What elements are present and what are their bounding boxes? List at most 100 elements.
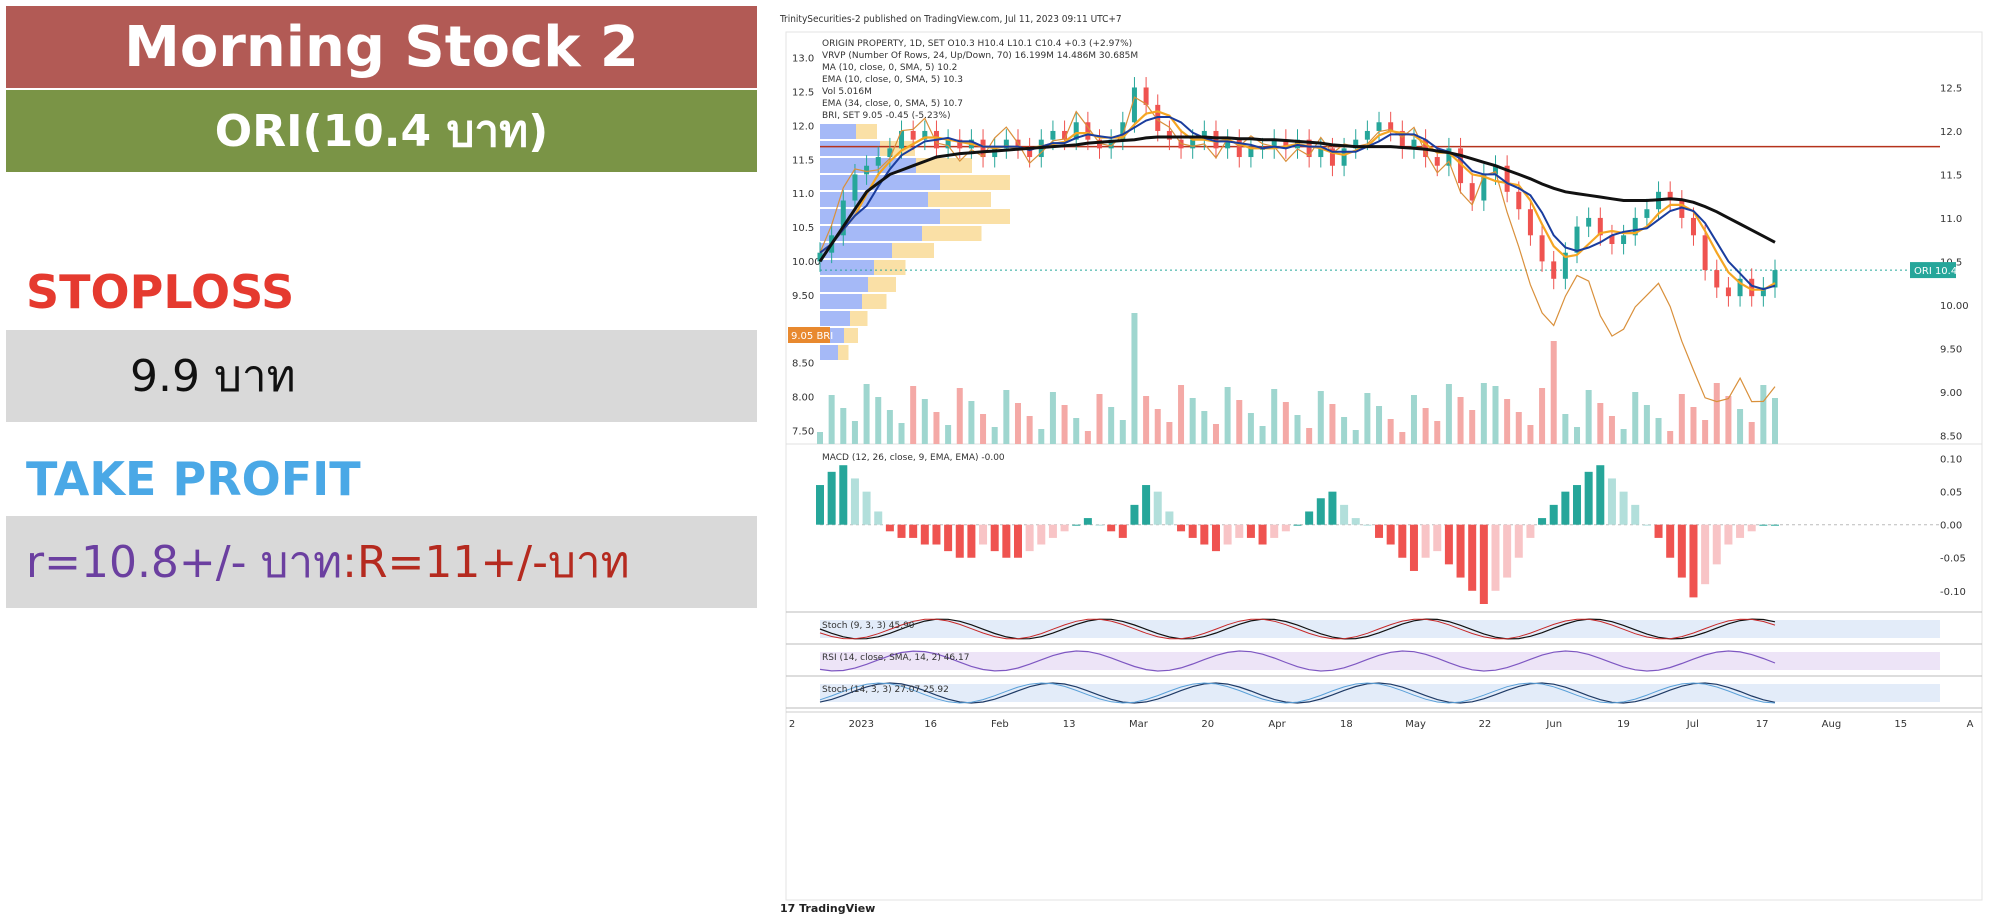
volume-bar (886, 410, 893, 444)
candle-body (1201, 130, 1207, 140)
macd-bar (1666, 524, 1675, 558)
x-axis-tick: May (1405, 719, 1426, 730)
right-axis-tick: 11.0 (1940, 214, 1962, 225)
oscillator-band (820, 652, 1940, 670)
x-axis-tick: 2 (789, 719, 795, 730)
volume-bar (1201, 411, 1208, 444)
candle-body (1353, 139, 1359, 149)
volume-bar (1317, 391, 1324, 444)
chart-svg[interactable]: 12.5 12.0 11.5 11.0 10.5 10.00 9.50 9.00 8.50 13.… (780, 24, 1990, 914)
candle-body (899, 130, 905, 149)
candle-body (945, 139, 951, 149)
candle-body (1213, 130, 1219, 149)
macd-bar (1293, 524, 1302, 526)
volume-bar (1399, 432, 1406, 444)
stoploss-value: 9.9 บาท (130, 351, 296, 402)
macd-bar (1281, 524, 1290, 532)
candle-body (910, 130, 916, 140)
volume-bar (1387, 419, 1394, 444)
volume-bar (1422, 408, 1429, 444)
macd-bar (1701, 524, 1710, 585)
candle-body (1388, 122, 1394, 131)
macd-bar (839, 465, 848, 525)
macd-bar (1072, 524, 1081, 526)
macd-bar (1130, 504, 1139, 525)
macd-bar (1503, 524, 1512, 578)
x-axis-tick: 2023 (849, 719, 874, 730)
volume-bar (898, 423, 905, 444)
macd-bar (1573, 485, 1582, 525)
volume-bar (1364, 393, 1371, 444)
macd-bar (1584, 471, 1593, 525)
left-axis-tick: 8.00 (792, 393, 814, 404)
x-axis-tick: Jul (1686, 719, 1699, 730)
legend-line: ORIGIN PROPERTY, 1D, SET O10.3 H10.4 L10… (822, 39, 1132, 49)
macd-bar (1747, 524, 1756, 532)
volume-bar (956, 388, 963, 444)
macd-bar (862, 491, 871, 525)
macd-bar (1235, 524, 1244, 538)
volume-bar (1154, 409, 1161, 444)
left-axis-tick: 10.5 (792, 223, 814, 234)
macd-bar (1689, 524, 1698, 598)
candle-body (1143, 87, 1149, 105)
candle-body (957, 139, 963, 149)
tradingview-chart[interactable]: TrinitySecurities-2 published on Trading… (780, 8, 1990, 920)
volume-profile-bar (850, 311, 868, 326)
macd-bar (944, 524, 953, 552)
volume-bar (1073, 418, 1080, 444)
candle-body (1108, 139, 1114, 149)
macd-bar (1177, 524, 1186, 532)
volume-bar (991, 427, 998, 444)
oscillator-signal-line (819, 618, 1776, 640)
macd-bar (1479, 524, 1488, 604)
macd-bar (1654, 524, 1663, 538)
volume-bar (1329, 404, 1336, 444)
candle-body (817, 252, 823, 262)
candle-body (1516, 191, 1522, 210)
macd-bar (1526, 524, 1535, 538)
macd-bar (1340, 504, 1349, 525)
volume-bar (1469, 410, 1476, 444)
macd-bar (1549, 504, 1558, 525)
candle-body (1376, 122, 1382, 131)
right-axis-tick: 8.50 (1940, 431, 1962, 442)
volume-bar (1702, 420, 1709, 444)
bri-tag-text: 9.05 BRI (791, 331, 833, 342)
volume-bar (1574, 427, 1581, 444)
macd-bar (1456, 524, 1465, 578)
macd-bar (1607, 478, 1616, 525)
macd-bar (1433, 524, 1442, 552)
volume-bar (817, 432, 823, 444)
macd-bar (1538, 518, 1547, 525)
volume-bar (1049, 392, 1056, 444)
volume-bar (1084, 431, 1091, 444)
candle-body (1131, 87, 1137, 123)
macd-bar (1561, 491, 1570, 525)
volume-bar (1737, 409, 1744, 444)
right-axis-tick: 10.00 (1940, 301, 1969, 312)
stoploss-box: 9.9 บาท (6, 330, 757, 422)
volume-bar (851, 421, 858, 444)
volume-bar (863, 384, 870, 444)
candle-body (1574, 226, 1580, 253)
candle-body (1434, 157, 1440, 166)
volume-bar (1772, 398, 1778, 444)
bri-tag (788, 327, 830, 343)
candle-body (1586, 217, 1592, 227)
right-axis-tick: 12.5 (1940, 83, 1962, 94)
left-axis-tick: 12.5 (792, 87, 814, 98)
volume-bar (1725, 396, 1732, 444)
volume-bar (1014, 403, 1021, 444)
macd-bar (920, 524, 929, 545)
candle-body (992, 148, 998, 158)
volume-bar (1271, 389, 1278, 444)
macd-bar (1188, 524, 1197, 538)
volume-bar (1562, 414, 1569, 444)
volume-bar (1539, 388, 1546, 444)
volume-profile-bar (928, 192, 991, 207)
candle-body (1562, 252, 1568, 279)
candle-body (1749, 278, 1755, 297)
candle-body (1027, 148, 1033, 158)
macd-bar (1712, 524, 1721, 565)
